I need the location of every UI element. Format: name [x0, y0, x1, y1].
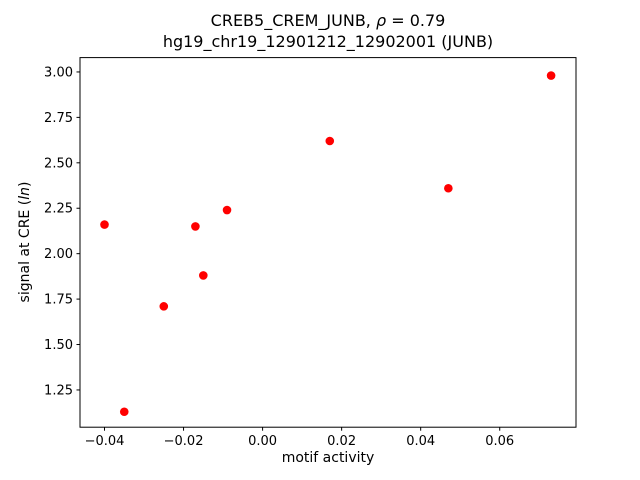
x-tick-label: 0.04	[406, 434, 435, 449]
chart-title: CREB5_CREM_JUNB, ρ = 0.79 hg19_chr19_129…	[80, 10, 576, 52]
scatter-point	[325, 136, 335, 146]
y-axis-label-text: signal at CRE (	[17, 199, 33, 303]
y-tick-label: 1.75	[44, 293, 73, 308]
x-tick-label: −0.02	[164, 434, 204, 449]
y-tick-label: 2.25	[44, 202, 73, 217]
x-tick-label: 0.00	[248, 434, 277, 449]
x-tick-label: 0.02	[327, 434, 356, 449]
scatter-point	[119, 407, 129, 417]
x-tick-label: −0.04	[85, 434, 125, 449]
y-axis-label-close: )	[17, 181, 33, 188]
y-tick-label: 1.50	[44, 338, 73, 353]
y-tick-label: 1.25	[44, 383, 73, 398]
chart-title-line1: CREB5_CREM_JUNB, ρ = 0.79	[80, 10, 576, 31]
rho-symbol: ρ	[375, 11, 387, 30]
scatter-point	[159, 302, 169, 311]
x-tick-label: 0.06	[485, 434, 514, 449]
y-tick-label: 2.75	[44, 111, 73, 126]
chart-title-line2: hg19_chr19_12901212_12902001 (JUNB)	[162, 32, 494, 51]
scatter-point	[100, 220, 109, 229]
y-tick-label: 2.50	[44, 156, 73, 171]
scatter-point	[444, 183, 453, 193]
title-text: CREB5_CREM_JUNB,	[210, 11, 376, 30]
scatter-point	[191, 222, 200, 231]
scatter-point	[222, 205, 232, 215]
x-axis-label: motif activity	[281, 450, 375, 466]
scatter-point	[199, 271, 208, 280]
scatter-point	[546, 71, 556, 80]
y-axis-label: signal at CRE (ln)	[17, 142, 37, 342]
axes-frame	[79, 57, 577, 428]
y-axis-label-ln: ln	[17, 187, 33, 200]
y-tick-label: 2.00	[44, 247, 73, 262]
y-tick-label: 3.00	[44, 65, 73, 80]
title-correlation-value: = 0.79	[386, 11, 446, 30]
